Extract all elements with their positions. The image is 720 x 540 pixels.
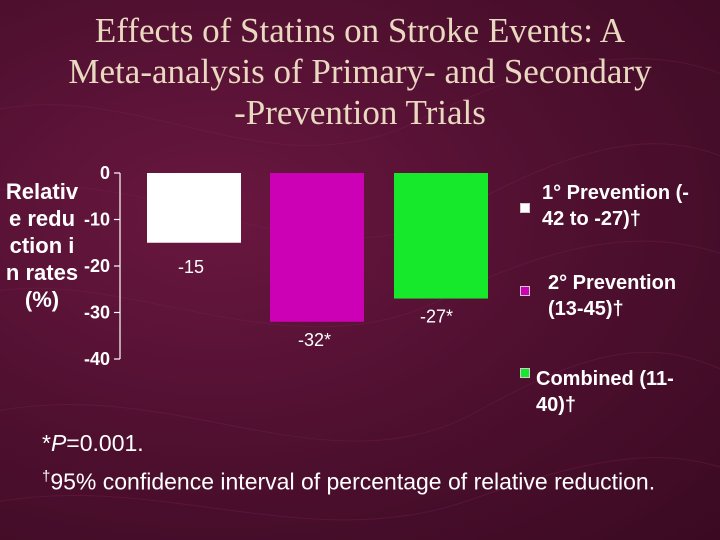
legend-swatch-combined [520, 368, 530, 378]
legend-swatch-secondary [520, 286, 530, 296]
legend-item-secondary: 2° Prevention (13-45)† [520, 270, 720, 326]
legend-swatch-primary [520, 203, 530, 213]
data-label-group: -15 -32* -27* [178, 257, 453, 350]
footnote-p-italic: P [50, 430, 67, 456]
legend-label-combined-line-2: 40)† [536, 394, 577, 416]
legend-label-primary-line-1: 1° Prevention (- [542, 182, 689, 204]
footnote-p-number: =0.001. [66, 430, 144, 456]
data-label-combined: -27* [420, 307, 453, 327]
legend-label-primary: 1° Prevention (- 42 to -27)† [542, 180, 689, 232]
legend-item-combined: Combined (11- 40)† [520, 366, 720, 422]
y-axis-label: Relative reduction in rates (%) [5, 179, 79, 312]
data-label-primary: -15 [178, 257, 204, 277]
footnote-ci: †95% confidence interval of percentage o… [42, 460, 702, 499]
title-line-2: Meta-analysis of Primary- and Secondary [68, 52, 652, 91]
footnote-p-value: *P=0.001. [42, 427, 702, 460]
title-line-1: Effects of Statins on Stroke Events: A [94, 11, 626, 50]
bar-group [147, 173, 488, 322]
footnote-dagger: † [42, 468, 51, 485]
y-tick-label: -10 [84, 210, 110, 230]
legend-item-primary: 1° Prevention (- 42 to -27)† [520, 180, 720, 236]
footnotes: *P=0.001. †95% confidence interval of pe… [42, 427, 702, 499]
footnote-p-prefix: * [42, 430, 51, 456]
bar-chart: 0 -10 -20 -30 -40 -15 -32* -27* [84, 163, 488, 369]
y-tick-group: 0 -10 -20 -30 -40 [84, 163, 121, 369]
y-tick-label: -40 [84, 349, 110, 369]
legend-label-secondary-line-1: 2° Prevention [548, 272, 677, 294]
data-label-secondary: -32* [298, 330, 331, 350]
title-line-3: -Prevention Trials [234, 93, 486, 132]
legend-label-primary-line-2: 42 to -27)† [542, 208, 641, 230]
bar-primary [147, 173, 241, 243]
y-tick-label: 0 [100, 163, 110, 183]
legend-label-secondary-line-2: (13-45)† [548, 298, 624, 320]
footnote-ci-text: 95% confidence interval of percentage of… [50, 468, 656, 495]
legend-label-combined-line-1: Combined (11- [536, 368, 674, 390]
y-tick-label: -30 [84, 303, 110, 323]
slide-title: Effects of Statins on Stroke Events: A M… [0, 10, 720, 133]
legend-label-secondary: 2° Prevention (13-45)† [548, 270, 676, 322]
legend-label-combined: Combined (11- 40)† [536, 366, 674, 418]
bar-combined [394, 173, 488, 299]
y-tick-label: -20 [84, 256, 110, 276]
bar-secondary [270, 173, 364, 322]
